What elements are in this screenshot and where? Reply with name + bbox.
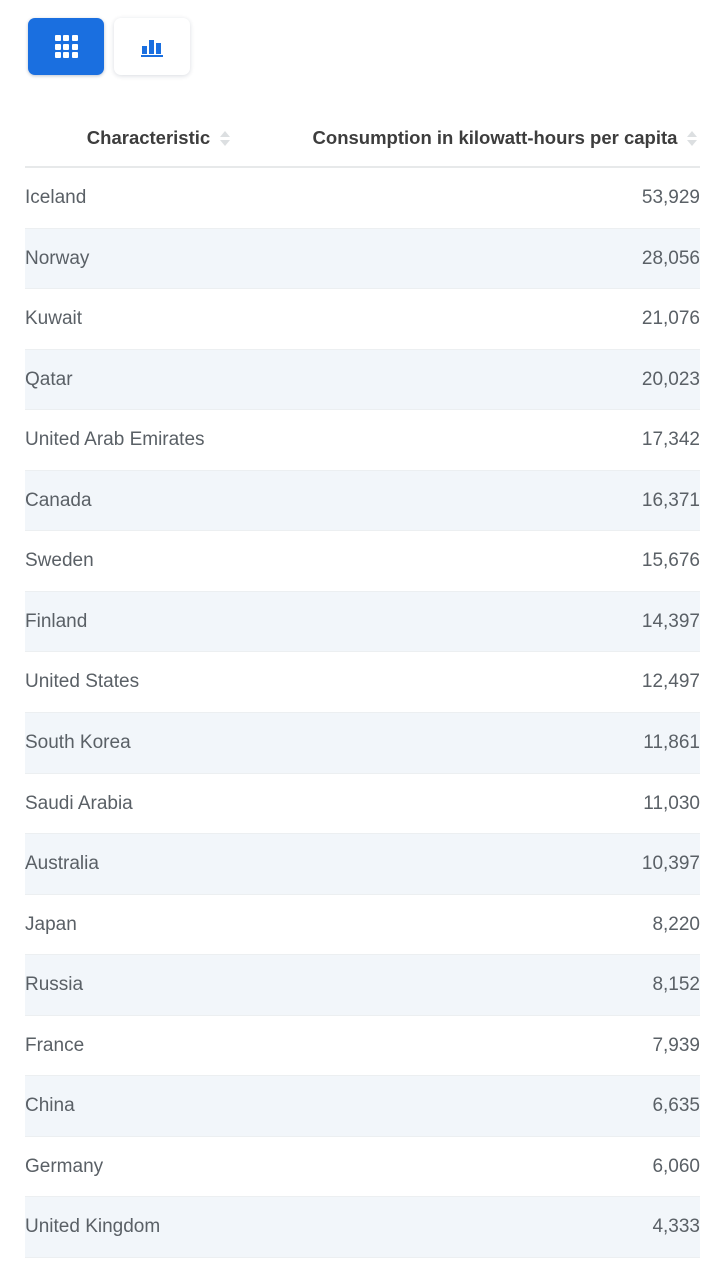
table-row: United States 12,497: [25, 651, 700, 713]
table-cell-characteristic: Norway: [25, 228, 293, 290]
table-row: Canada 16,371: [25, 470, 700, 532]
table-cell-value: 11,030: [293, 773, 700, 835]
table-cell-value: 21,076: [293, 288, 700, 350]
table-cell-characteristic: Canada: [25, 470, 293, 532]
table-cell-value: 6,060: [293, 1136, 700, 1198]
table-row: Australia 10,397: [25, 833, 700, 895]
statistic-table-container: Characteristic Consumption in kilowatt-h…: [25, 112, 700, 1258]
table-row: China 6,635: [25, 1075, 700, 1137]
table-cell-characteristic: Qatar: [25, 349, 293, 411]
table-cell-characteristic: United States: [25, 651, 293, 713]
sort-value-icon[interactable]: [687, 128, 698, 148]
table-header-row: Characteristic Consumption in kilowatt-h…: [25, 112, 700, 169]
table-cell-characteristic: Saudi Arabia: [25, 773, 293, 835]
table-cell-value: 20,023: [293, 349, 700, 411]
table-row: Russia 8,152: [25, 954, 700, 1016]
table-row: Sweden 15,676: [25, 530, 700, 592]
table-cell-value: 10,397: [293, 833, 700, 895]
sort-characteristic-icon[interactable]: [220, 128, 231, 148]
table-cell-characteristic: United Kingdom: [25, 1196, 293, 1258]
chart-view-toggle-button[interactable]: [114, 18, 190, 75]
table-row: United Arab Emirates 17,342: [25, 409, 700, 471]
table-cell-characteristic: Finland: [25, 591, 293, 653]
table-cell-value: 8,220: [293, 894, 700, 956]
table-cell-value: 16,371: [293, 470, 700, 532]
table-cell-characteristic: Australia: [25, 833, 293, 895]
bar-chart-icon: [139, 35, 165, 59]
table-cell-characteristic: United Arab Emirates: [25, 409, 293, 471]
table-view-toggle-button[interactable]: [28, 18, 104, 75]
table-row: Finland 14,397: [25, 591, 700, 653]
column-header-value[interactable]: Consumption in kilowatt-hours per capita: [293, 112, 700, 169]
table-row: Saudi Arabia 11,030: [25, 773, 700, 835]
view-toggle-group: [28, 18, 190, 75]
table-cell-value: 53,929: [293, 167, 700, 229]
table-row: Qatar 20,023: [25, 349, 700, 411]
table-cell-characteristic: Germany: [25, 1136, 293, 1198]
table-cell-characteristic: China: [25, 1075, 293, 1137]
table-cell-characteristic: South Korea: [25, 712, 293, 774]
table-body: Iceland 53,929 Norway 28,056 Kuwait 21,076 Qat…: [25, 167, 700, 1258]
table-row: France 7,939: [25, 1015, 700, 1077]
table-cell-characteristic: Japan: [25, 894, 293, 956]
table-cell-characteristic: Sweden: [25, 530, 293, 592]
table-cell-value: 4,333: [293, 1196, 700, 1258]
table-row: Japan 8,220: [25, 894, 700, 956]
table-cell-value: 28,056: [293, 228, 700, 290]
column-header-value-label: Consumption in kilowatt-hours per capita: [312, 127, 678, 148]
table-row: United Kingdom 4,333: [25, 1196, 700, 1258]
table-row: Kuwait 21,076: [25, 288, 700, 350]
table-cell-value: 17,342: [293, 409, 700, 471]
table-row: Germany 6,060: [25, 1136, 700, 1198]
table-cell-value: 12,497: [293, 651, 700, 713]
table-cell-value: 15,676: [293, 530, 700, 592]
table-cell-value: 8,152: [293, 954, 700, 1016]
statistic-table: Characteristic Consumption in kilowatt-h…: [25, 112, 700, 1258]
table-cell-characteristic: France: [25, 1015, 293, 1077]
column-header-characteristic[interactable]: Characteristic: [25, 112, 293, 169]
table-row: Norway 28,056: [25, 228, 700, 290]
table-row: Iceland 53,929: [25, 167, 700, 229]
table-cell-value: 14,397: [293, 591, 700, 653]
table-cell-characteristic: Iceland: [25, 167, 293, 229]
table-cell-characteristic: Russia: [25, 954, 293, 1016]
table-header: Characteristic Consumption in kilowatt-h…: [25, 112, 700, 169]
table-cell-value: 7,939: [293, 1015, 700, 1077]
column-header-characteristic-label: Characteristic: [86, 127, 211, 148]
table-cell-value: 11,861: [293, 712, 700, 774]
table-cell-value: 6,635: [293, 1075, 700, 1137]
table-row: South Korea 11,861: [25, 712, 700, 774]
grid-icon: [54, 35, 78, 58]
table-cell-characteristic: Kuwait: [25, 288, 293, 350]
